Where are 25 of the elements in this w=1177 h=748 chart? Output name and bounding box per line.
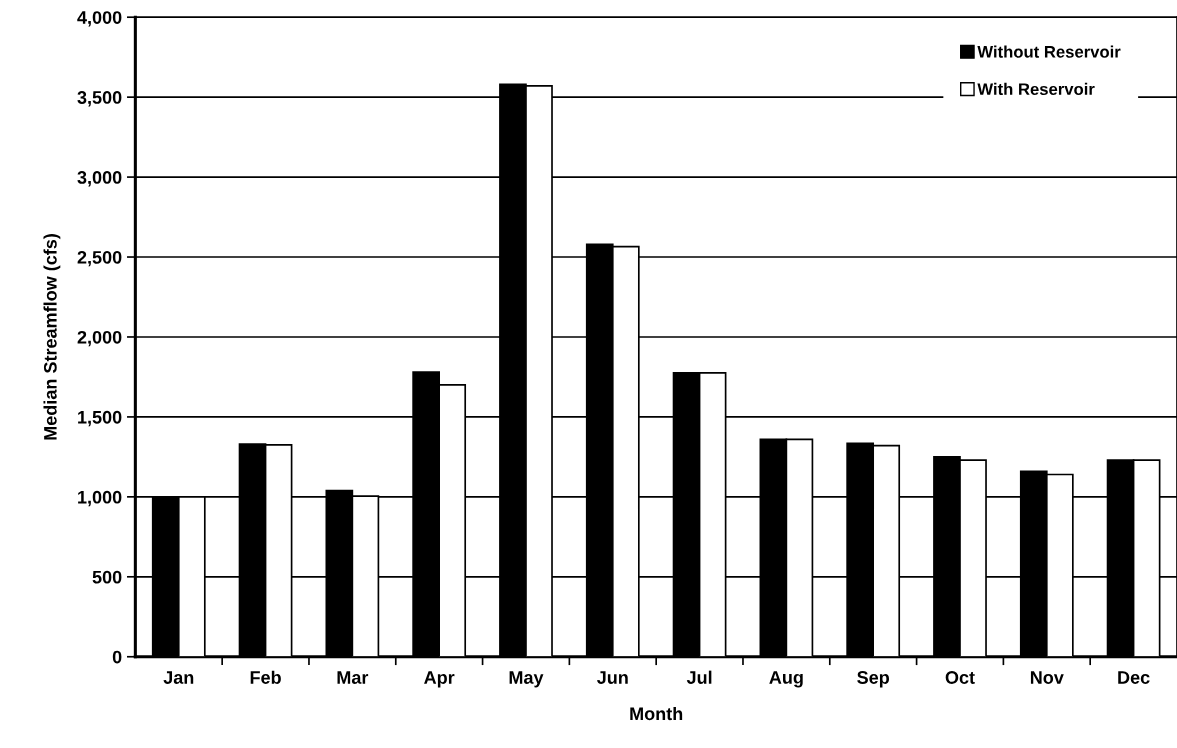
legend-label: With Reservoir: [977, 82, 1095, 96]
y-tick-label: 0: [112, 650, 122, 664]
y-tick-label: 3,500: [77, 91, 122, 107]
x-tick-label: Nov: [1030, 671, 1064, 684]
x-tick-label: Jan: [163, 671, 194, 684]
x-axis-title: Month: [630, 706, 683, 721]
y-tick-label: 500: [92, 570, 122, 584]
legend-label: Without Reservoir: [977, 45, 1121, 58]
x-tick-label: Aug: [769, 671, 803, 688]
y-tick-label: 2,500: [77, 250, 122, 267]
y-tick-label: 4,000: [77, 11, 122, 27]
x-tick-label: Jun: [597, 671, 628, 684]
y-axis-title: Median Streamflow (cfs): [43, 234, 61, 440]
x-tick-label: Sep: [857, 671, 889, 688]
y-tick-label: 1,000: [78, 490, 122, 507]
y-tick-label: 2,000: [77, 330, 122, 347]
x-tick-label: Oct: [945, 671, 975, 684]
x-tick-label: Feb: [250, 670, 281, 684]
x-tick-label: Jul: [686, 670, 712, 684]
x-tick-label: May: [509, 671, 544, 688]
x-tick-label: Apr: [424, 671, 455, 688]
x-tick-label: Dec: [1118, 671, 1150, 684]
y-tick-label: 3,000: [77, 171, 122, 187]
y-tick-label: 1,500: [78, 410, 122, 427]
x-tick-label: Mar: [337, 671, 369, 684]
